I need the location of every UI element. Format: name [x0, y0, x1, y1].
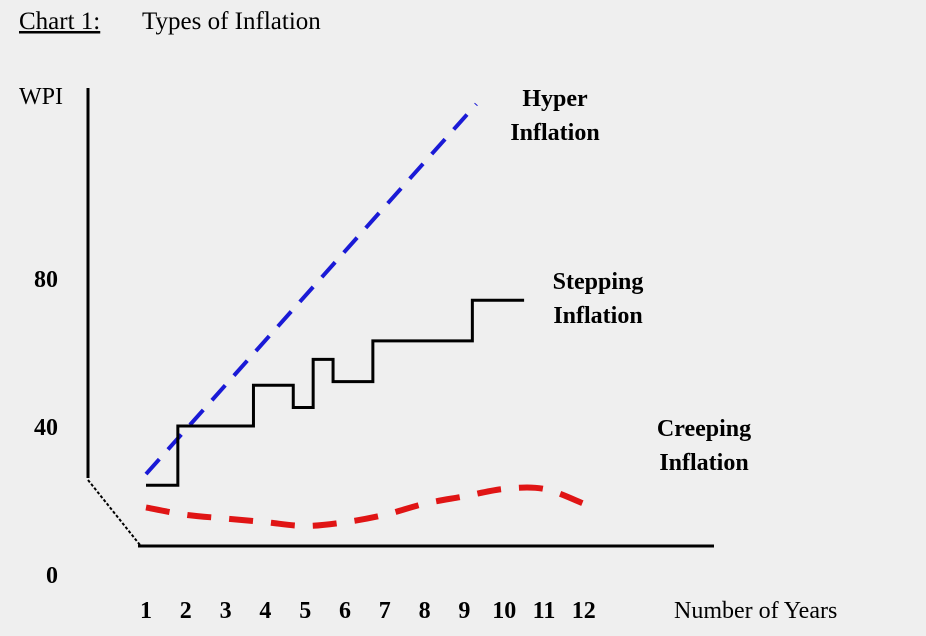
series-layer [144, 102, 585, 529]
x-axis-label: Number of Years [674, 598, 837, 624]
x-tick-label: 11 [533, 598, 556, 624]
x-tick-label: 2 [180, 598, 192, 624]
x-tick-label: 10 [492, 598, 516, 624]
stepping-series-label: Stepping [553, 269, 644, 295]
x-tick-label: 3 [220, 598, 232, 624]
x-tick-labels: 1 2 3 4 5 6 7 8 9 10 11 12 [140, 598, 596, 624]
creeping-series-label: Creeping [657, 416, 751, 442]
x-tick-label: 6 [339, 598, 351, 624]
hyper-series-label: Inflation [510, 120, 599, 146]
creeping-series-label: Inflation [659, 450, 748, 476]
hyper-series-label: Hyper [522, 86, 588, 112]
x-tick-label: 8 [419, 598, 431, 624]
x-tick-label: 1 [140, 598, 152, 624]
x-tick-label: 5 [299, 598, 311, 624]
y-tick-label: 0 [46, 563, 58, 589]
axis-break-line [87, 479, 141, 546]
series-labels: Hyper Inflation Stepping Inflation Creeping I… [510, 86, 751, 476]
y-tick-labels: 0 40 80 [34, 267, 58, 589]
hyper-inflation-line [144, 102, 478, 476]
y-tick-label: 40 [34, 415, 58, 441]
y-axis-label: WPI [19, 84, 63, 110]
creeping-inflation-line [145, 484, 585, 529]
stepping-series-label: Inflation [553, 303, 642, 329]
y-tick-label: 80 [34, 267, 58, 293]
chart-title-prefix: Chart 1: [19, 8, 100, 35]
x-tick-label: 9 [458, 598, 470, 624]
x-tick-label: 4 [259, 598, 271, 624]
stepping-inflation-line [146, 298, 525, 487]
x-tick-label: 7 [379, 598, 391, 624]
chart-title: Types of Inflation [142, 8, 321, 35]
x-tick-label: 12 [572, 598, 596, 624]
